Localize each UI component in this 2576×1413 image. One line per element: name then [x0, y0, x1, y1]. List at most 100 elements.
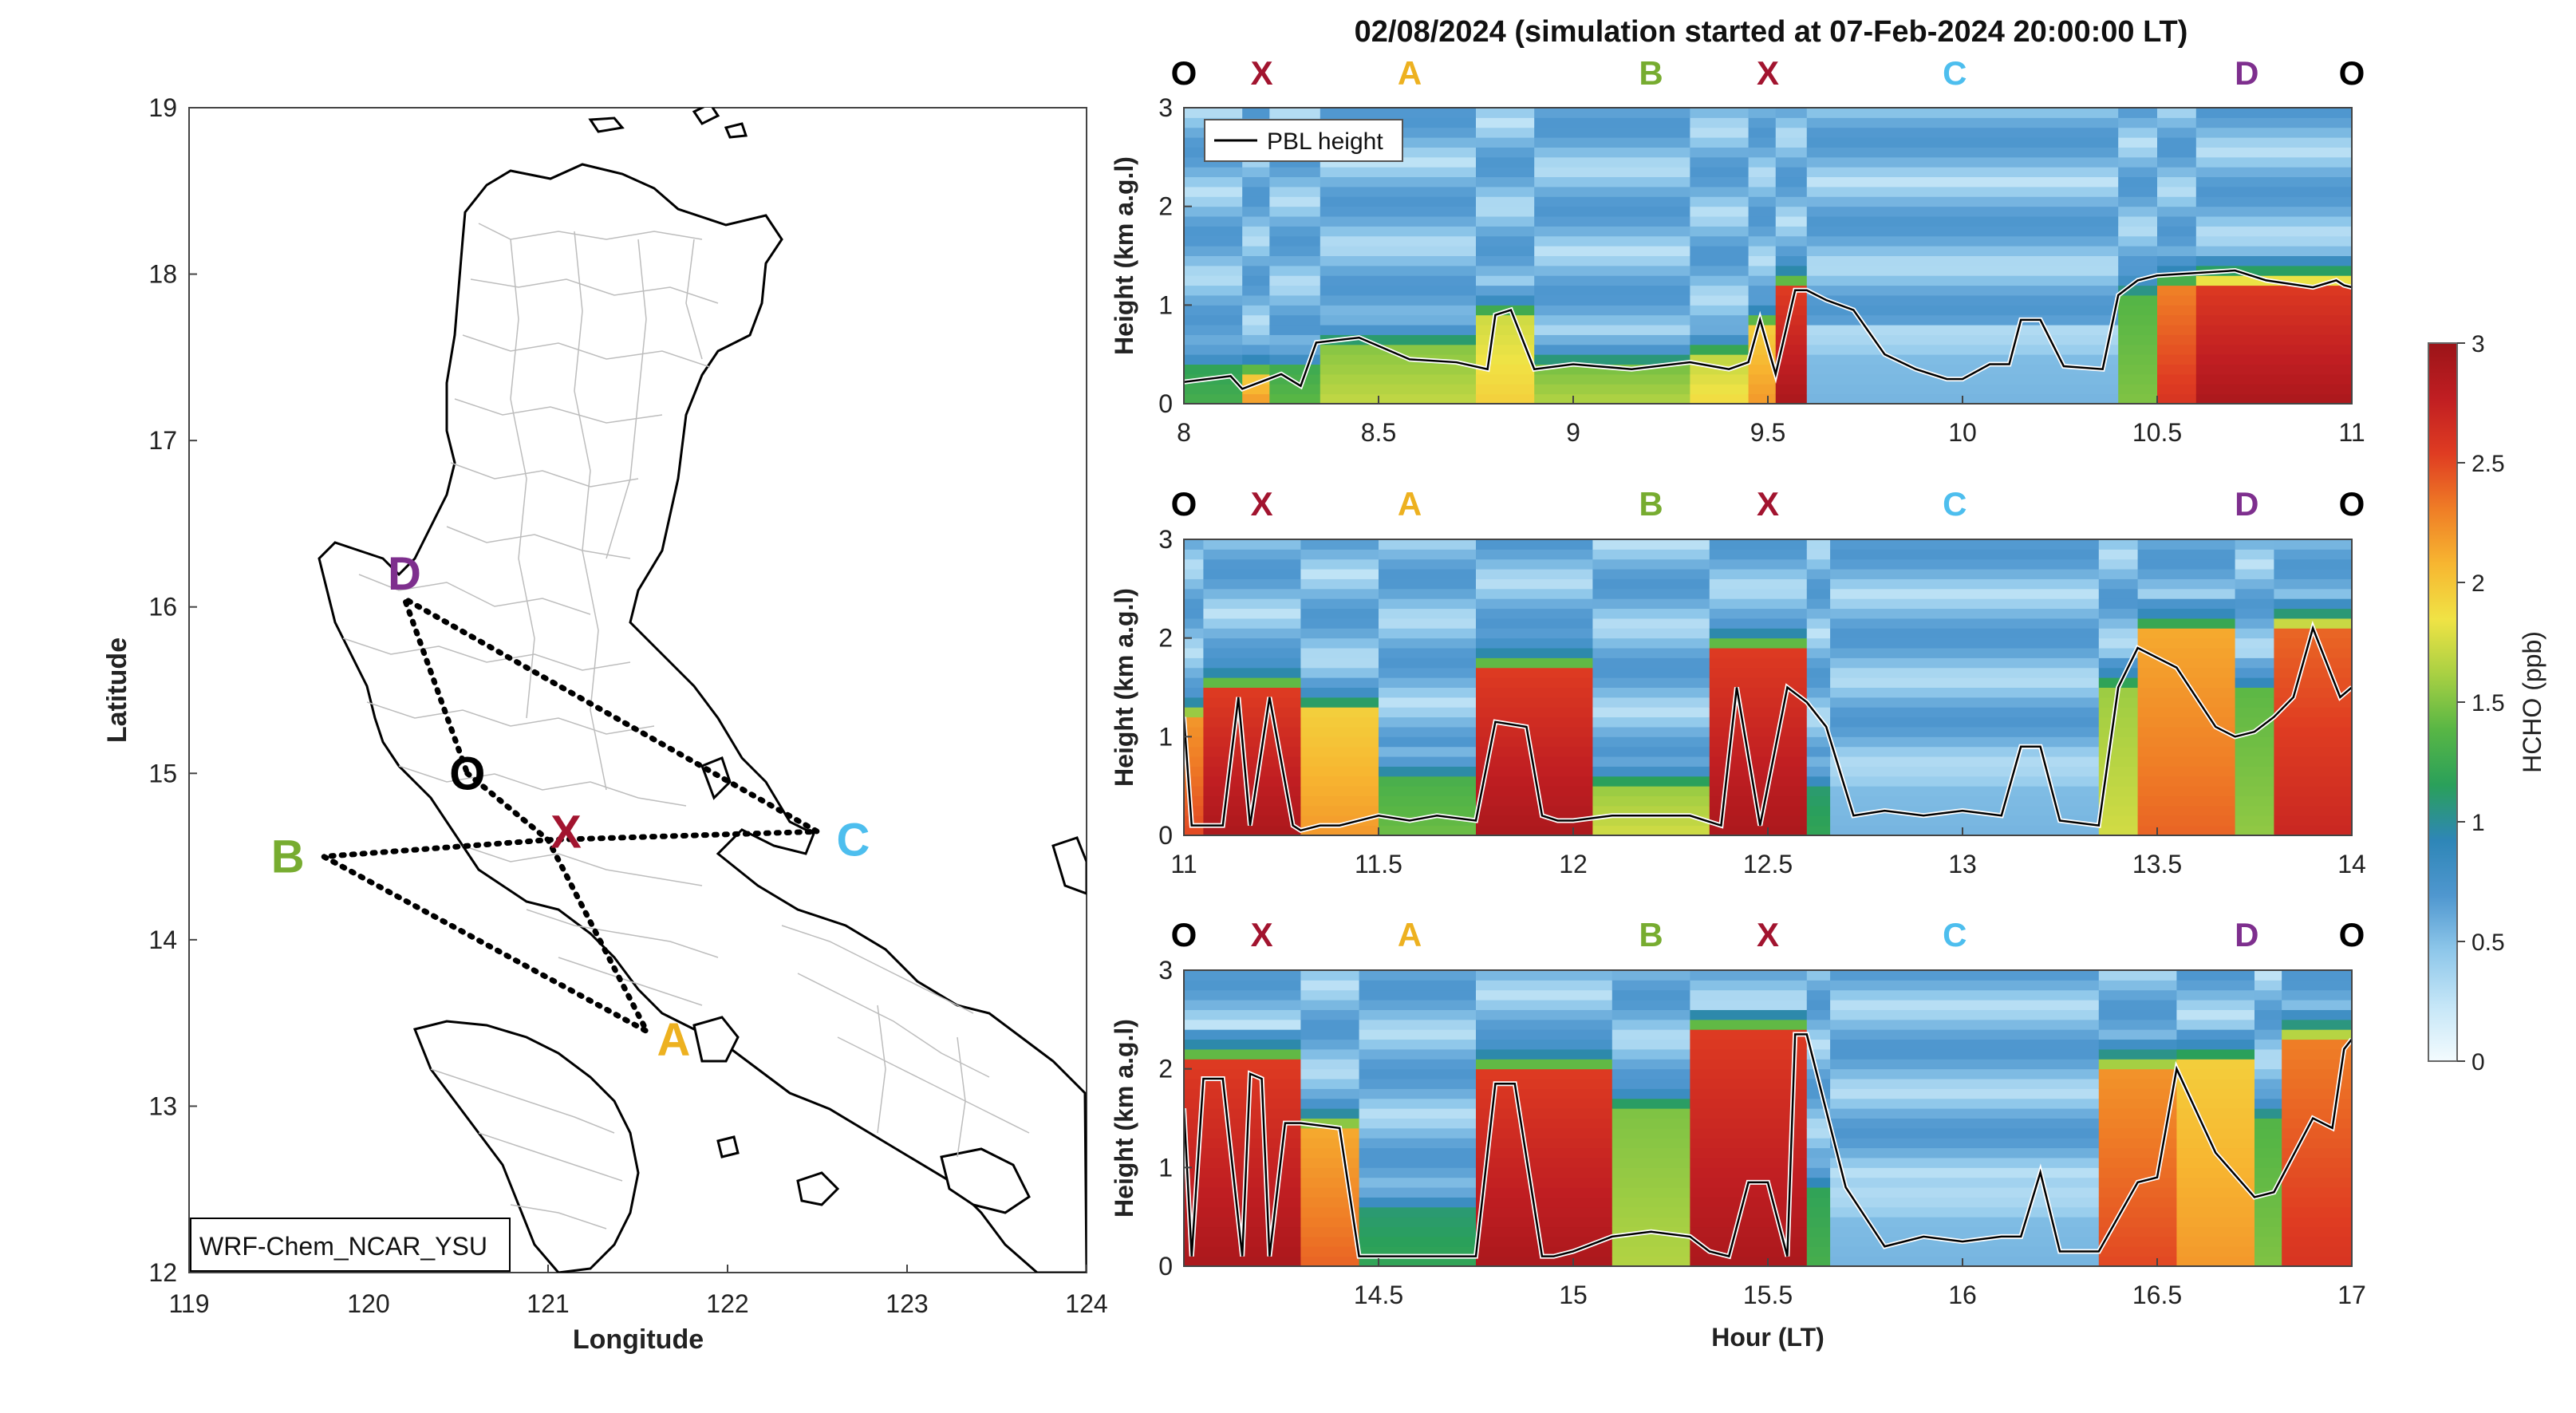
hcho-cell	[1203, 766, 1301, 777]
hcho-cell	[1592, 825, 1710, 835]
hcho-cell	[1775, 186, 1808, 197]
hcho-cell	[1709, 667, 1808, 678]
hcho-cell	[2098, 736, 2139, 748]
hcho-cell	[2282, 1217, 2352, 1228]
hcho-cell	[2254, 1108, 2282, 1119]
hcho-cell	[1242, 196, 1270, 207]
hcho-cell	[2235, 795, 2274, 807]
hcho-cell	[2137, 618, 2236, 629]
hcho-cell	[1690, 226, 1750, 237]
hcho-cell	[2176, 1009, 2255, 1020]
map-y-tick-label: 16	[148, 593, 177, 622]
hcho-cell	[1379, 539, 1477, 550]
hcho-cell	[1748, 108, 1777, 118]
hcho-cell	[1748, 176, 1777, 187]
hcho-cell	[2195, 108, 2352, 118]
hcho-cell	[1534, 275, 1690, 286]
hcho-cell	[2235, 677, 2274, 688]
hcho-cell	[1534, 373, 1690, 385]
hcho-cell	[1806, 756, 1831, 767]
hcho-cell	[2235, 707, 2274, 718]
luzon-outline	[318, 163, 1087, 1273]
hcho-column	[2157, 108, 2197, 404]
hcho-cell	[2098, 1039, 2177, 1050]
hcho-cell	[2118, 196, 2158, 207]
hcho-cell	[1592, 726, 1710, 737]
hcho-cell	[1611, 1068, 1690, 1079]
map-x-label: Longitude	[573, 1324, 704, 1355]
hcho-cell	[1300, 1009, 1360, 1020]
hcho-cell	[1476, 1167, 1613, 1178]
hcho-cell	[1690, 1167, 1808, 1178]
hcho-cell	[1203, 598, 1301, 610]
hcho-cell	[2176, 1217, 2255, 1228]
hcho-cell	[1611, 1206, 1690, 1218]
colorbar-ticks: 0 0.5 1 1.5 2 2.5 3	[2457, 331, 2505, 1076]
hcho-cell	[1476, 186, 1535, 197]
hcho-cell	[1709, 588, 1808, 599]
hcho-cell	[2274, 746, 2352, 757]
hcho-cell	[2098, 1029, 2177, 1040]
hcho-cell	[2118, 156, 2158, 168]
hcho-cell	[1690, 294, 1750, 306]
hcho-cell	[2282, 1039, 2352, 1050]
hcho-cell	[1184, 707, 1204, 718]
hcho-cell	[2254, 980, 2282, 991]
masbate-outline	[940, 1147, 1031, 1214]
hcho-cell	[1806, 325, 2119, 335]
hcho-cell	[2176, 1059, 2255, 1070]
hcho-column	[1806, 108, 2119, 404]
hcho-cell	[2098, 989, 2177, 1001]
hcho-cell	[1379, 805, 1477, 816]
hcho-cell	[1690, 186, 1750, 197]
hcho-cell	[1830, 1147, 2100, 1158]
hcho-cell	[1806, 697, 1831, 708]
curtain-waypoint-c: C	[1943, 54, 1967, 92]
hcho-cell	[2118, 206, 2158, 217]
hcho-cell	[1592, 697, 1710, 708]
hcho-cell	[1184, 1039, 1301, 1050]
hcho-cell	[1379, 707, 1477, 718]
hcho-cell	[1203, 608, 1301, 619]
curtain-plot-area	[1184, 539, 2352, 835]
hcho-cell	[1775, 384, 1808, 395]
hcho-cell	[2235, 776, 2274, 787]
hcho-cell	[2118, 344, 2158, 355]
hcho-cell	[2195, 305, 2352, 316]
hcho-cell	[2118, 176, 2158, 187]
hcho-cell	[1690, 1079, 1808, 1089]
hcho-cell	[1830, 1226, 2100, 1237]
model-label: WRF-Chem_NCAR_YSU	[199, 1232, 487, 1261]
hcho-cell	[1203, 825, 1301, 835]
pbl-height-line	[1184, 625, 2352, 832]
hcho-cell	[1300, 558, 1379, 570]
hcho-cell	[1611, 970, 1690, 981]
hcho-cell	[2254, 1118, 2282, 1129]
hcho-cell	[2282, 1000, 2352, 1010]
hcho-cell	[1184, 578, 1204, 590]
hcho-cell	[1690, 265, 1750, 276]
hcho-cell	[1476, 637, 1593, 649]
hcho-cell	[2118, 305, 2158, 316]
hcho-cell	[1592, 766, 1710, 777]
hcho-cell	[1184, 354, 1243, 365]
hcho-cell	[1709, 648, 1808, 658]
hcho-cell	[2098, 1217, 2177, 1228]
hcho-cell	[2195, 147, 2352, 158]
hcho-cell	[1592, 707, 1710, 718]
hcho-cell	[2137, 805, 2236, 816]
hcho-cell	[1690, 246, 1750, 256]
hcho-cell	[1476, 246, 1535, 256]
colorbar-tick-label: 3	[2471, 331, 2485, 357]
curtain-x-tick-label: 8	[1177, 418, 1191, 447]
hcho-cell	[1806, 1256, 1831, 1266]
hcho-cell	[2274, 805, 2352, 816]
hcho-cell	[2137, 746, 2236, 757]
hcho-cell	[1359, 1206, 1477, 1218]
hcho-cell	[1709, 746, 1808, 757]
hcho-cell	[2098, 1226, 2177, 1237]
hcho-cell	[1775, 265, 1808, 276]
hcho-column	[1806, 539, 1831, 835]
